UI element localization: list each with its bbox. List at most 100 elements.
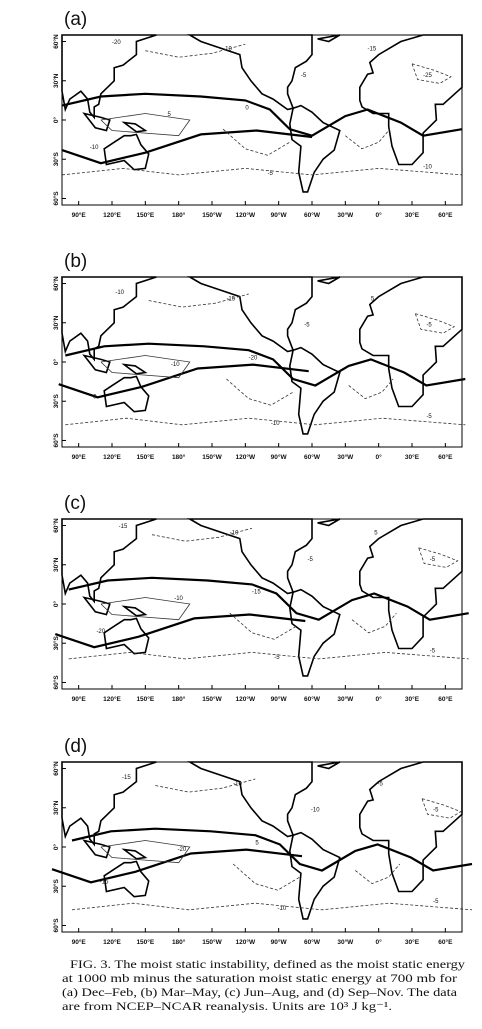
contour-label: 5 [371, 297, 375, 303]
lat-label: 60°N [52, 276, 60, 291]
positive-contour [100, 597, 191, 621]
coastline [121, 605, 148, 617]
lon-label: 180° [172, 453, 186, 461]
map-panel: -20 -10 -15 -5 5 0 -10 -25 -5 -10 [61, 34, 463, 206]
map-panel: -15 -10 -5 -10 -20 5 -15 -5 -10 -5 [51, 761, 473, 933]
panel-label: (d) [64, 736, 87, 757]
zero-contour [71, 827, 473, 872]
lon-label: 150°E [136, 453, 154, 461]
lon-label: 0° [376, 211, 383, 219]
coastline [121, 363, 148, 375]
contour-label: -5 [378, 782, 384, 788]
coastline [121, 848, 148, 860]
negative-contour [229, 612, 297, 640]
lon-label: 30°W [337, 211, 354, 219]
lat-label: 30°N [52, 557, 60, 572]
coastline [288, 346, 341, 435]
negative-contour [68, 651, 469, 660]
lon-label: 30°W [337, 938, 354, 946]
lon-label: 60°W [304, 938, 321, 946]
lon-label: 30°E [405, 695, 420, 703]
negative-contour [414, 313, 456, 334]
contour-label: -10 [233, 782, 242, 788]
lon-label: 120°E [103, 695, 121, 703]
lat-label: 30°N [52, 73, 60, 88]
contour-label: -5 [304, 323, 310, 329]
lat-label: 30°S [52, 635, 60, 650]
lon-label: 60°W [304, 211, 321, 219]
zero-contour [61, 129, 313, 165]
lon-label: 180° [172, 211, 186, 219]
contour-label: -5 [430, 648, 436, 654]
negative-contour [145, 43, 246, 58]
contour-label: -5 [268, 171, 274, 177]
contour-label: -15 [368, 47, 377, 53]
negative-contour [155, 778, 256, 793]
contour-label: -10 [115, 290, 124, 296]
coastline [317, 276, 341, 285]
lon-label: 90°E [72, 938, 87, 946]
coastline [186, 761, 313, 838]
coastline [82, 839, 111, 859]
lon-label: 120°E [103, 453, 121, 461]
lat-label: 30°N [52, 315, 60, 330]
lon-label: 120°W [236, 695, 256, 703]
lon-label: 0° [376, 453, 383, 461]
zero-contour [51, 848, 303, 884]
contour-label: -10 [311, 808, 320, 814]
contour-label: 5 [168, 112, 172, 118]
lat-label: 30°S [52, 151, 60, 166]
contour-label: -10 [278, 906, 287, 912]
coastline [288, 104, 341, 193]
coastline [103, 617, 150, 655]
lon-label: 90°W [271, 695, 288, 703]
lon-label: 0° [376, 938, 383, 946]
map-panel: -10 -15 5 -5 -10 -20 0 -5 -10 -5 [58, 276, 466, 448]
coastline [358, 34, 463, 166]
contour-label: -5 [308, 557, 314, 563]
negative-contour [222, 128, 291, 156]
coastline [82, 596, 111, 616]
negative-contour [61, 167, 463, 176]
lon-label: 30°E [405, 453, 420, 461]
coastline [186, 34, 313, 111]
contour-label: -15 [119, 524, 128, 530]
lon-label: 30°E [405, 211, 420, 219]
lat-label: 0° [52, 843, 60, 850]
coastline [358, 761, 463, 893]
lon-label: 150°E [136, 695, 154, 703]
negative-contour [421, 798, 462, 819]
contour-label: -5 [301, 73, 307, 79]
zero-contour [54, 613, 306, 649]
positive-contour [100, 840, 191, 864]
contour-label: -20 [96, 629, 105, 635]
positive-contour [100, 113, 191, 137]
contour-label: 0 [245, 106, 249, 112]
lon-label: 60°E [438, 938, 453, 946]
lon-label: 90°W [271, 211, 288, 219]
lat-label: 60°S [52, 675, 60, 690]
negative-contour [232, 863, 301, 891]
contour-label: -5 [426, 414, 432, 420]
contour-label: -15 [122, 775, 131, 781]
lon-label: 90°E [72, 211, 87, 219]
lat-label: 60°N [52, 34, 60, 49]
lat-label: 30°S [52, 878, 60, 893]
lat-label: 60°S [52, 433, 60, 448]
contour-label: -5 [433, 808, 439, 814]
negative-contour [348, 378, 394, 400]
lon-label: 60°E [438, 695, 453, 703]
contour-label: -5 [430, 557, 436, 563]
negative-contour [345, 128, 391, 150]
contour-label: 5 [374, 531, 378, 537]
lon-label: 60°E [438, 453, 453, 461]
lon-label: 120°W [236, 453, 256, 461]
negative-contour [355, 863, 401, 885]
lat-label: 30°N [52, 800, 60, 815]
coastline [358, 276, 463, 408]
contour-label: -10 [271, 421, 280, 427]
coastline [121, 121, 148, 133]
lon-label: 150°W [202, 938, 222, 946]
negative-contour [148, 293, 249, 308]
